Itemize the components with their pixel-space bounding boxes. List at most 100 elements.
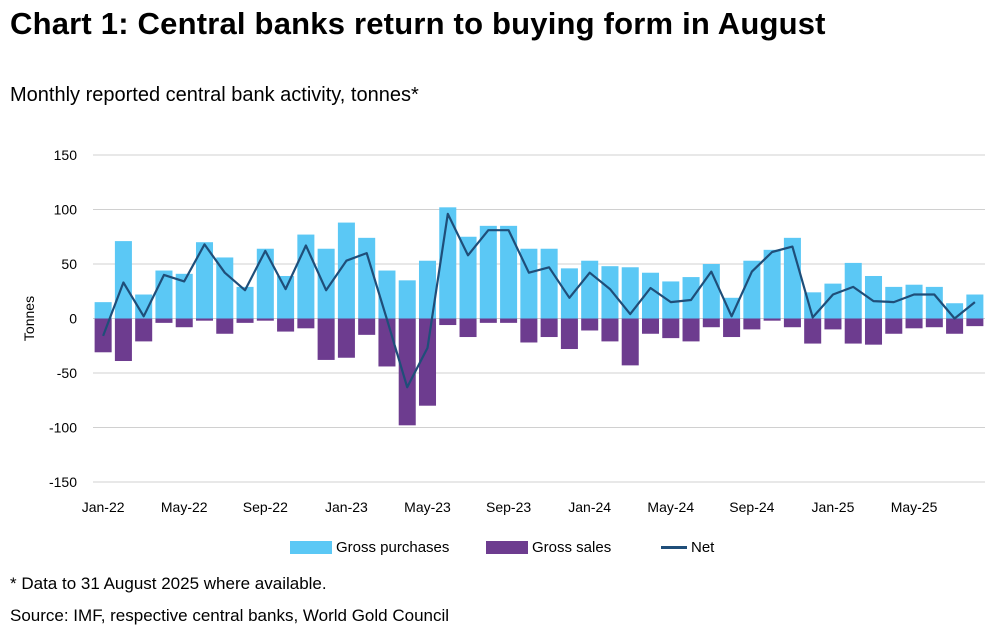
x-tick-label: Jan-23 xyxy=(325,499,368,515)
bar-gross-sales xyxy=(195,318,214,321)
bar-gross-sales xyxy=(743,318,761,330)
bar-gross-sales xyxy=(601,318,619,342)
y-axis-label: Tonnes xyxy=(21,296,37,341)
x-tick-label: Jan-24 xyxy=(568,499,611,515)
bar-gross-sales xyxy=(925,318,943,328)
bar-gross-purchases xyxy=(560,268,578,319)
x-tick-label: Sep-24 xyxy=(729,499,774,515)
bar-gross-sales xyxy=(966,318,984,327)
bar-gross-purchases xyxy=(358,237,376,319)
legend-swatch-net xyxy=(661,545,687,549)
bar-gross-sales xyxy=(641,318,660,334)
bar-gross-purchases xyxy=(418,260,437,319)
bar-gross-sales xyxy=(236,318,254,323)
bar-gross-purchases xyxy=(378,270,396,319)
bar-gross-sales xyxy=(418,318,437,406)
bar-gross-sales xyxy=(540,318,558,338)
chart-area: 150 100 50 0 -50 -100 -150 Tonnes Jan-22 May-22 Se… xyxy=(21,147,985,515)
bar-gross-sales xyxy=(277,318,295,332)
bar-gross-purchases xyxy=(277,275,295,319)
bar-gross-purchases xyxy=(641,272,660,319)
bar-gross-purchases xyxy=(398,280,416,319)
bar-gross-sales xyxy=(175,318,193,328)
bar-gross-sales xyxy=(398,318,416,426)
legend-label-gross-purchases: Gross purchases xyxy=(336,538,450,556)
x-tick-label: Sep-22 xyxy=(243,499,288,515)
bar-gross-sales xyxy=(256,318,274,321)
bar-gross-sales xyxy=(459,318,477,338)
net-line xyxy=(102,212,976,389)
bar-gross-purchases xyxy=(723,297,741,319)
bar-gross-sales xyxy=(905,318,923,329)
x-tick-label: May-23 xyxy=(404,499,451,515)
footnote: * Data to 31 August 2025 where available… xyxy=(10,574,327,593)
chart-title: Chart 1: Central banks return to buying … xyxy=(10,6,826,41)
bar-gross-sales xyxy=(864,318,883,345)
y-tick-label: 50 xyxy=(61,256,77,272)
bar-gross-purchases xyxy=(479,225,497,319)
y-tick-label: 150 xyxy=(54,147,78,163)
chart-legend: Gross purchases Gross sales Net xyxy=(0,536,1000,558)
bar-gross-purchases xyxy=(317,248,335,319)
y-tick-label: 100 xyxy=(54,202,78,218)
source-note: Source: IMF, respective central banks, W… xyxy=(10,606,450,625)
bar-gross-sales xyxy=(621,318,639,366)
bar-gross-sales xyxy=(135,318,153,342)
bar-gross-purchases xyxy=(459,236,477,319)
bar-gross-purchases xyxy=(175,273,193,319)
legend-label-net: Net xyxy=(691,538,715,556)
x-tick-label: May-22 xyxy=(161,499,208,515)
bar-gross-sales xyxy=(824,318,842,330)
bar-gross-sales xyxy=(783,318,801,328)
y-tick-label: -50 xyxy=(57,365,77,381)
bar-gross-sales xyxy=(682,318,700,342)
legend-item-gross-sales: Gross sales xyxy=(486,536,611,558)
bar-gross-sales xyxy=(702,318,720,328)
chart-subtitle: Monthly reported central bank activity, … xyxy=(10,84,419,106)
bar-gross-purchases xyxy=(966,294,984,319)
legend-label-gross-sales: Gross sales xyxy=(532,538,612,556)
bar-gross-sales xyxy=(114,318,132,362)
bar-gross-sales xyxy=(216,318,234,334)
bar-gross-sales xyxy=(662,318,680,339)
bar-gross-sales xyxy=(155,318,173,323)
x-tick-label: May-25 xyxy=(891,499,938,515)
bar-gross-purchases xyxy=(905,284,923,319)
legend-item-net: Net xyxy=(661,536,714,558)
y-tick-label: -100 xyxy=(49,420,77,436)
bar-gross-sales xyxy=(500,318,518,323)
bar-gross-sales xyxy=(763,318,781,321)
bar-gross-sales xyxy=(581,318,599,331)
x-tick-label: Jan-25 xyxy=(812,499,855,515)
bar-gross-sales xyxy=(317,318,335,360)
bar-gross-purchases xyxy=(195,242,214,319)
bar-gross-purchases xyxy=(763,249,781,319)
bar-gross-sales xyxy=(885,318,903,334)
bar-gross-sales xyxy=(804,318,822,344)
legend-item-gross-purchases: Gross purchases xyxy=(290,536,449,558)
bar-gross-sales xyxy=(297,318,315,329)
bar-gross-purchases xyxy=(94,302,112,319)
bar-gross-purchases xyxy=(114,241,132,319)
bar-gross-purchases xyxy=(864,275,883,319)
bar-gross-purchases xyxy=(662,281,680,319)
bar-gross-purchases xyxy=(844,262,862,319)
bar-gross-purchases xyxy=(540,248,558,319)
bar-gross-sales xyxy=(560,318,578,350)
bar-gross-purchases xyxy=(581,260,599,319)
y-tick-label: -150 xyxy=(49,474,77,490)
x-tick-label: Sep-23 xyxy=(486,499,531,515)
bar-gross-sales xyxy=(723,318,741,338)
bar-gross-sales xyxy=(520,318,538,343)
x-tick-label: Jan-22 xyxy=(82,499,125,515)
bar-gross-purchases xyxy=(500,225,518,319)
bar-gross-sales xyxy=(479,318,497,323)
bar-gross-sales xyxy=(358,318,376,335)
bar-gross-sales xyxy=(439,318,457,326)
bar-gross-sales xyxy=(337,318,355,358)
y-tick-label: 0 xyxy=(69,311,77,327)
bar-gross-sales xyxy=(946,318,964,334)
bar-gross-purchases xyxy=(216,257,234,319)
bar-gross-sales xyxy=(844,318,862,344)
legend-swatch-gross-sales xyxy=(486,540,528,554)
